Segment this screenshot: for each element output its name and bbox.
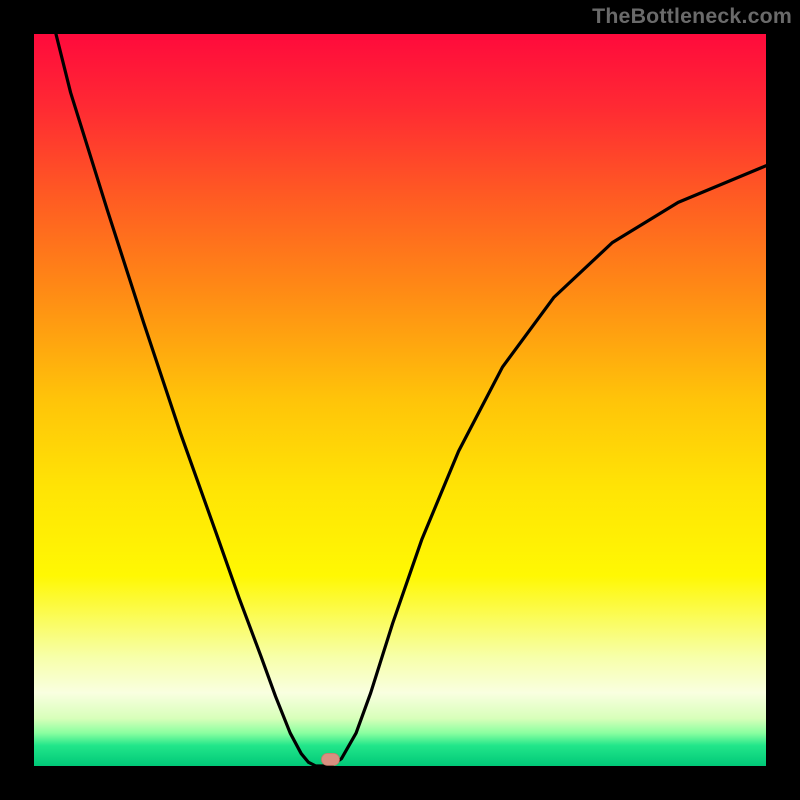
watermark-text: TheBottleneck.com (592, 4, 792, 29)
plot-gradient-background (34, 34, 766, 766)
minimum-marker (321, 753, 339, 765)
bottleneck-chart (0, 0, 800, 800)
chart-stage: TheBottleneck.com (0, 0, 800, 800)
